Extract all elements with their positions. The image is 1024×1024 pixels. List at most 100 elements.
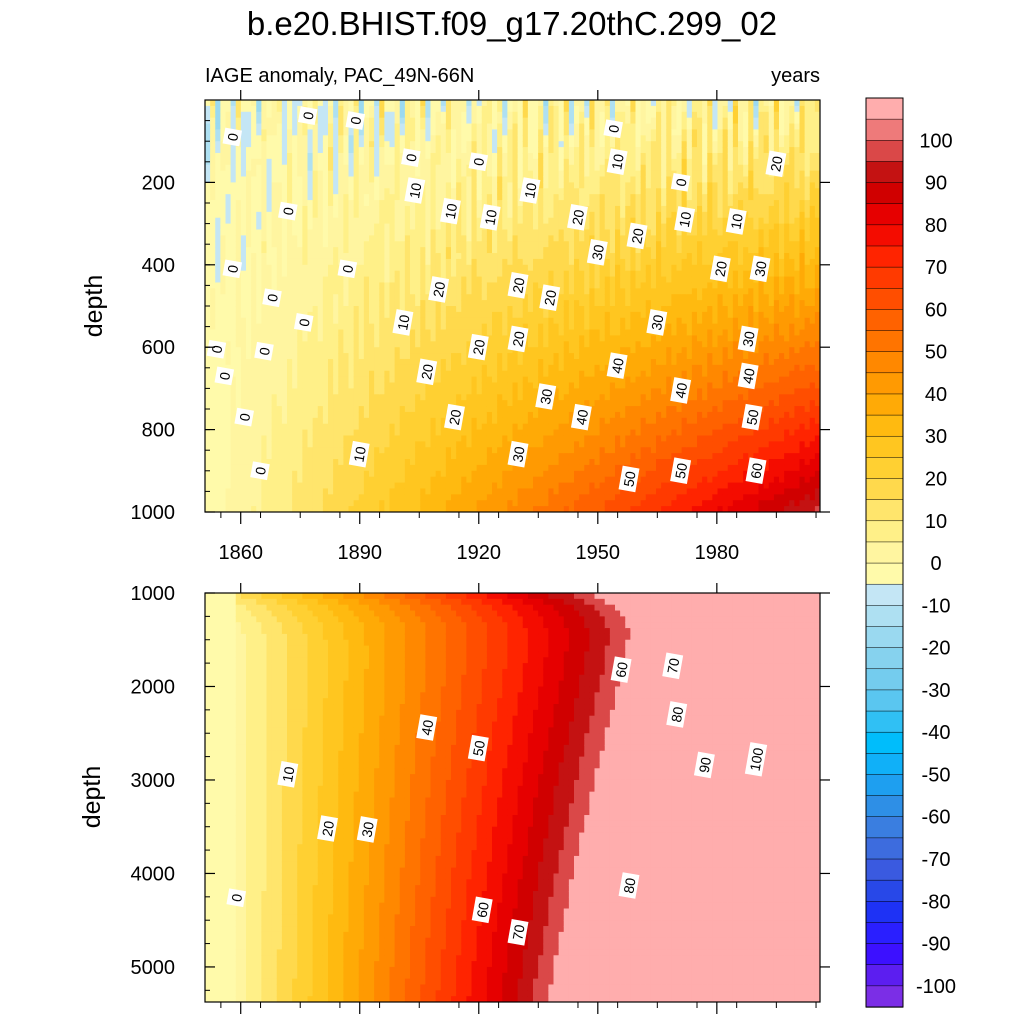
field-cell xyxy=(476,488,483,495)
field-cell xyxy=(271,129,278,136)
field-cell xyxy=(435,382,442,389)
field-cell xyxy=(497,152,503,160)
field-cell xyxy=(543,500,549,507)
field-cell xyxy=(384,370,391,378)
field-cell xyxy=(369,211,375,219)
field-cell xyxy=(533,264,539,272)
field-cell xyxy=(471,453,478,460)
field-cell xyxy=(476,323,483,331)
field-cell xyxy=(502,370,508,378)
field-cell xyxy=(369,411,375,419)
field-cell xyxy=(312,323,319,331)
field-cell xyxy=(338,335,344,342)
field-cell xyxy=(348,470,355,478)
field-cell xyxy=(215,382,221,389)
field-cell xyxy=(404,447,411,454)
field-cell xyxy=(394,417,401,425)
field-cell xyxy=(558,364,565,372)
field-cell xyxy=(399,306,406,313)
field-cell xyxy=(363,276,370,284)
field-cell xyxy=(266,141,273,148)
field-cell xyxy=(415,447,421,454)
field-cell xyxy=(435,453,442,460)
field-cell xyxy=(379,347,385,354)
field-cell xyxy=(333,341,339,348)
field-cell xyxy=(256,453,262,460)
field-cell xyxy=(374,423,380,431)
field-cell xyxy=(543,276,549,284)
field-cell xyxy=(271,370,278,378)
field-cell xyxy=(205,506,211,512)
field-cell xyxy=(363,423,370,431)
field-cell xyxy=(312,353,319,360)
field-cell xyxy=(410,500,416,507)
field-cell xyxy=(312,229,319,236)
field-cell xyxy=(297,358,303,366)
field-cell xyxy=(558,506,565,512)
field-cell xyxy=(502,152,508,160)
field-cell xyxy=(558,494,565,501)
field-cell xyxy=(251,376,257,384)
field-cell xyxy=(292,194,298,201)
field-cell xyxy=(317,341,324,348)
field-cell xyxy=(466,476,473,484)
field-cell xyxy=(317,476,324,484)
field-cell xyxy=(281,317,288,325)
field-cell xyxy=(527,223,534,231)
field-cell xyxy=(476,105,483,113)
field-cell xyxy=(261,129,268,136)
field-cell xyxy=(394,241,401,248)
field-cell xyxy=(445,100,452,107)
field-cell xyxy=(497,494,503,501)
field-cell xyxy=(440,353,447,360)
field-cell xyxy=(256,194,262,201)
field-cell xyxy=(389,264,396,272)
field-cell xyxy=(374,317,380,325)
field-cell xyxy=(312,394,319,401)
field-cell xyxy=(425,264,432,272)
field-cell xyxy=(527,241,534,248)
field-cell xyxy=(389,176,396,183)
field-cell xyxy=(486,382,493,389)
field-cell xyxy=(302,306,309,313)
field-cell xyxy=(481,406,488,413)
field-cell xyxy=(261,141,268,148)
field-cell xyxy=(568,152,575,160)
field-cell xyxy=(251,382,257,389)
field-cell xyxy=(507,217,514,225)
field-cell xyxy=(246,335,252,342)
field-cell xyxy=(471,100,478,107)
field-cell xyxy=(240,176,247,183)
field-cell xyxy=(471,429,478,437)
field-cell xyxy=(276,388,283,395)
field-cell xyxy=(276,376,283,384)
field-cell xyxy=(240,141,247,148)
field-cell xyxy=(312,188,319,195)
field-cell xyxy=(430,423,437,431)
field-cell xyxy=(240,105,247,113)
field-cell xyxy=(527,141,534,148)
field-cell xyxy=(384,400,391,407)
field-cell xyxy=(440,229,447,236)
field-cell xyxy=(497,188,503,195)
field-cell xyxy=(394,152,401,160)
field-cell xyxy=(230,488,237,495)
field-cell xyxy=(445,382,452,389)
field-cell xyxy=(348,376,355,384)
field-cell xyxy=(292,506,298,512)
field-cell xyxy=(292,358,298,366)
field-cell xyxy=(389,435,396,442)
field-cell xyxy=(369,229,375,236)
field-cell xyxy=(394,482,401,490)
field-cell xyxy=(415,423,421,431)
field-cell xyxy=(353,429,360,437)
field-cell xyxy=(287,500,293,507)
field-cell xyxy=(420,494,426,501)
field-cell xyxy=(553,394,560,401)
field-cell xyxy=(543,111,549,119)
field-cell xyxy=(235,353,242,360)
field-cell xyxy=(220,306,227,313)
field-cell xyxy=(471,476,478,484)
field-cell xyxy=(471,388,478,395)
field-cell xyxy=(240,288,247,295)
